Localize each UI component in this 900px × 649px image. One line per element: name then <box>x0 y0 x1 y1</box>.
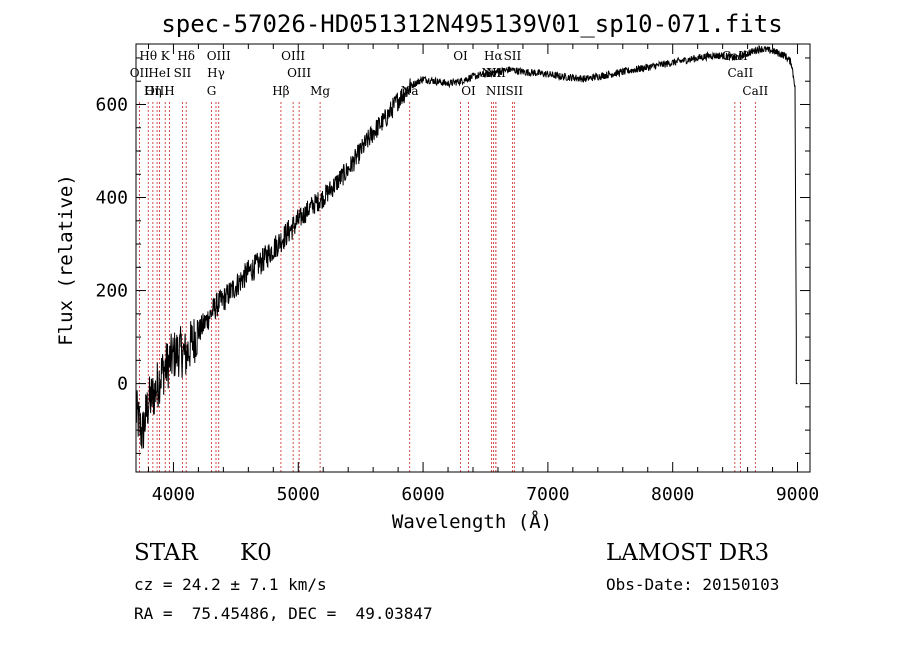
spectral-line-label: Hη <box>144 84 162 98</box>
spectral-line-label: SII <box>174 66 192 80</box>
survey-name: LAMOST DR3 <box>606 540 770 566</box>
observation-date: Obs-Date: 20150103 <box>606 575 780 594</box>
x-axis-ticks: 4000 5000 6000 7000 8000 9000 <box>147 44 819 505</box>
spectral-line-label: CaII <box>742 84 768 98</box>
spectral-line-label: Hδ <box>177 49 195 63</box>
plot-frame <box>135 43 811 473</box>
coordinates: RA = 75.45486, DEC = 49.03847 <box>134 604 433 623</box>
spectral-line-label: OIII <box>207 49 231 63</box>
spectral-line-label: SII <box>504 49 522 63</box>
spectral-line-label: H <box>164 84 174 98</box>
chart-title: spec-57026-HD051312N495139V01_sp10-071.f… <box>161 10 782 38</box>
spectral-line-label: G <box>207 84 217 98</box>
x-tick-label: 8000 <box>651 484 694 505</box>
x-axis-label: Wavelength (Å) <box>392 510 552 533</box>
x-tick-label: 5000 <box>277 484 320 505</box>
spectral-line-label: OI <box>453 49 468 63</box>
spectral-line-label: Mg <box>310 84 330 98</box>
spectral-line-markers <box>138 102 756 472</box>
y-tick-label: 600 <box>95 94 128 115</box>
spectral-line-label: NII <box>486 84 506 98</box>
spectrum-line <box>135 44 798 449</box>
spectral-line-label: HeI <box>148 66 171 80</box>
x-tick-label: 6000 <box>401 484 444 505</box>
y-tick-label: 0 <box>117 374 128 395</box>
spectral-line-label: K <box>161 49 171 63</box>
spectral-line-label: Hβ <box>272 84 289 98</box>
object-type: STAR <box>134 540 198 566</box>
spectral-line-label: SII <box>505 84 523 98</box>
spectral-line-label: OIII <box>287 66 311 80</box>
object-subclass: K0 <box>240 540 272 566</box>
x-tick-label: 7000 <box>526 484 569 505</box>
spectral-line-label: OIII <box>145 84 169 98</box>
spectral-line-label: Hθ <box>139 49 157 63</box>
x-tick-label: 4000 <box>152 484 195 505</box>
spectral-line-label: CaII <box>727 66 753 80</box>
spectral-line-label: OI <box>461 84 476 98</box>
y-tick-label: 400 <box>95 188 128 209</box>
y-axis-label: Flux (relative) <box>55 174 77 346</box>
spectral-line-label: Hα <box>484 49 503 63</box>
spectral-line-label: OII <box>130 66 150 80</box>
y-tick-label: 200 <box>95 281 128 302</box>
y-axis-ticks: 0 200 400 600 <box>95 57 810 454</box>
x-tick-label: 9000 <box>776 484 819 505</box>
redshift-value: cz = 24.2 ± 7.1 km/s <box>134 575 327 594</box>
spectral-line-label: OIII <box>281 49 305 63</box>
spectral-line-label: Hγ <box>207 66 225 80</box>
